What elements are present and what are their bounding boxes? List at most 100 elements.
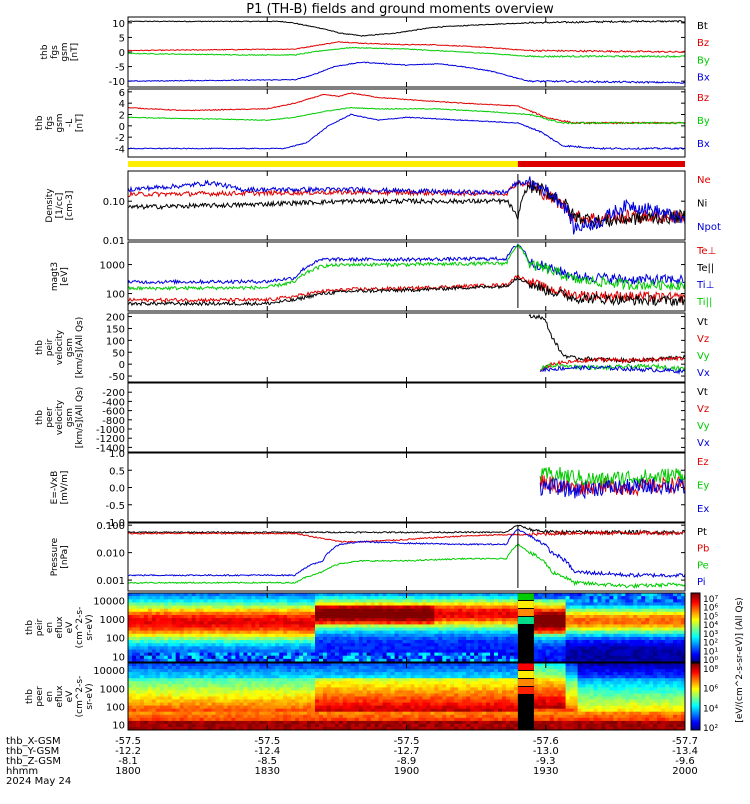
- spec-cell: [255, 631, 260, 635]
- spec-cell: [220, 706, 225, 710]
- spec-cell: [430, 612, 435, 616]
- spec-cell: [379, 640, 384, 644]
- spec-cell: [371, 700, 376, 704]
- spec-cell: [235, 621, 240, 625]
- spec-cell: [498, 606, 503, 610]
- spec-cell: [128, 712, 133, 716]
- spec-cell: [128, 724, 133, 728]
- spec-cell: [148, 640, 153, 644]
- spec-gap-band: [518, 601, 534, 608]
- spec-cell: [538, 646, 543, 650]
- spec-cell: [307, 718, 312, 722]
- spec-cell: [625, 596, 630, 600]
- spec-cell: [657, 596, 662, 600]
- legend-fgs_gsm_l1-Bz: Bz: [697, 93, 709, 104]
- spec-cell: [224, 700, 229, 704]
- spec-cell: [180, 672, 185, 676]
- spec-cell: [355, 621, 360, 625]
- spec-cell: [160, 666, 165, 670]
- spec-cell: [578, 640, 583, 644]
- spec-cell: [598, 656, 603, 660]
- spec-cell: [231, 700, 236, 704]
- spec-cell: [399, 646, 404, 650]
- spec-cell: [403, 606, 408, 610]
- spec-cell: [319, 712, 324, 716]
- spec-cell: [235, 612, 240, 616]
- spec-cell: [486, 631, 491, 635]
- spec-cell: [216, 678, 221, 682]
- spec-cell: [275, 672, 280, 676]
- line-fgs_gsm-Bz: [128, 42, 685, 53]
- spec-cell: [275, 621, 280, 625]
- spec-cell: [351, 612, 356, 616]
- spec-cell: [574, 656, 579, 660]
- series-pressure-Pi: [128, 530, 685, 578]
- spec-cell: [275, 684, 280, 688]
- spec-cell: [291, 690, 296, 694]
- spec-cell: [462, 656, 467, 660]
- spec-cell: [343, 712, 348, 716]
- spec-cell: [474, 640, 479, 644]
- spec-cell: [438, 621, 443, 625]
- spec-cell: [180, 678, 185, 682]
- spec-cell: [331, 606, 336, 610]
- spec-cell: [367, 596, 372, 600]
- spec-cell: [426, 656, 431, 660]
- spec-cell: [331, 666, 336, 670]
- spec-cell: [422, 646, 427, 650]
- spec-cell: [156, 678, 161, 682]
- spec-cell: [295, 678, 300, 682]
- spec-cell: [295, 712, 300, 716]
- spec-cell: [275, 656, 280, 660]
- spec-cell: [371, 690, 376, 694]
- spec-cell: [251, 712, 256, 716]
- spec-cell: [168, 606, 173, 610]
- spec-cell: [566, 606, 571, 610]
- spec-cell: [502, 596, 507, 600]
- spec-cell: [204, 596, 209, 600]
- spec-cell: [259, 606, 264, 610]
- spec-cell: [188, 612, 193, 616]
- spec-cell: [132, 700, 137, 704]
- spec-cell: [605, 596, 610, 600]
- spec-cell: [295, 684, 300, 688]
- spec-cell: [311, 700, 316, 704]
- spec-cell: [144, 690, 149, 694]
- spec-cell: [641, 606, 646, 610]
- spec-cell: [251, 700, 256, 704]
- spec-cell: [160, 684, 165, 688]
- spec-cell: [438, 631, 443, 635]
- spec-cell: [220, 712, 225, 716]
- spec-cell: [164, 666, 169, 670]
- spec-cell: [144, 621, 149, 625]
- spec-cell: [216, 712, 221, 716]
- spec-cell: [462, 631, 467, 635]
- spec-cell: [148, 656, 153, 660]
- spec-cell: [351, 621, 356, 625]
- spec-cell: [307, 672, 312, 676]
- spec-cell: [363, 700, 368, 704]
- spec-cell: [391, 706, 396, 710]
- legend-fgs_gsm-By: By: [697, 55, 710, 66]
- panel-frame-peer_velocity: [128, 383, 685, 452]
- spec-cell: [645, 612, 650, 616]
- spec-cell: [542, 612, 547, 616]
- spec-cell: [231, 724, 236, 728]
- spec-cell: [343, 596, 348, 600]
- spec-cell: [315, 621, 320, 625]
- ytick-label-pressure: 0.010: [96, 549, 125, 560]
- spec-cell: [271, 606, 276, 610]
- spec-cell: [132, 646, 137, 650]
- spec-cell: [669, 612, 674, 616]
- spec-cell: [343, 666, 348, 670]
- spec-cell: [263, 712, 268, 716]
- spec-cell: [251, 646, 256, 650]
- spec-cell: [319, 621, 324, 625]
- spec-cell: [208, 724, 213, 728]
- spec-cell: [498, 612, 503, 616]
- spec-cell: [319, 684, 324, 688]
- spec-cell: [140, 700, 145, 704]
- spec-cell: [343, 690, 348, 694]
- spec-cell: [598, 640, 603, 644]
- spec-cell: [132, 596, 137, 600]
